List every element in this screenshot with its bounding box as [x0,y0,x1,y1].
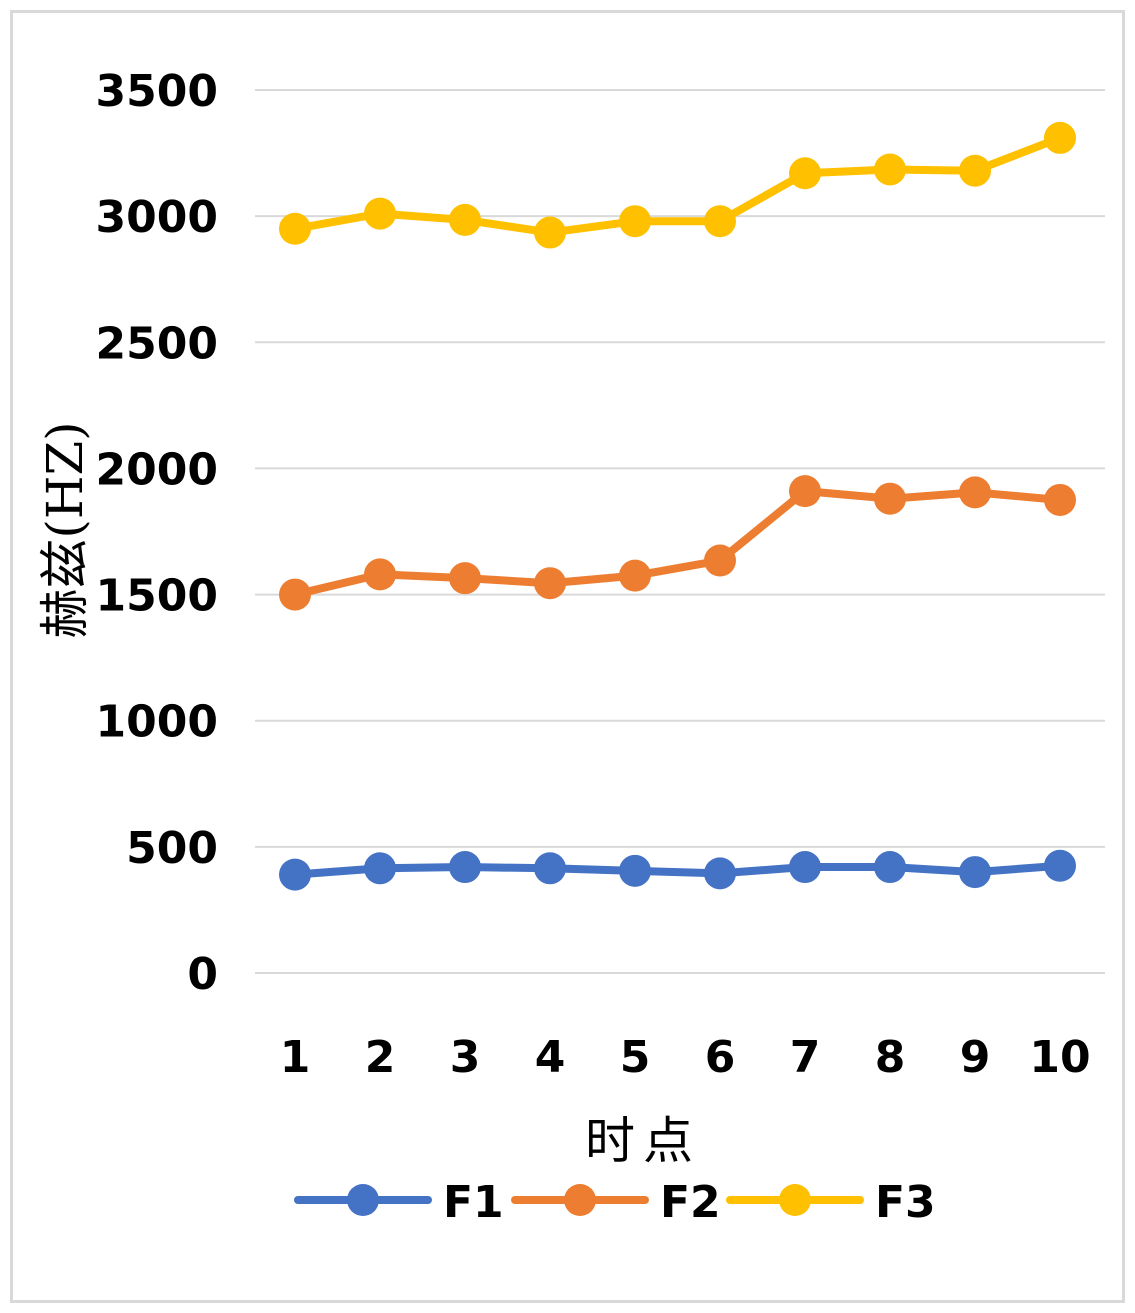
legend-marker [779,1184,811,1216]
y-tick-label: 2500 [96,318,218,369]
y-tick-label: 0 [187,949,218,1000]
data-point [449,203,481,236]
y-tick-label: 3000 [96,192,218,243]
data-point [959,476,991,509]
y-tick-label: 500 [126,823,218,874]
data-point [874,482,906,515]
legend-label: F3 [875,1177,936,1228]
y-tick-labels: 0 500 1000 1500 2000 2500 3000 3500 [96,66,218,1000]
data-point [279,578,311,611]
data-point [704,205,736,238]
series-f3 [279,121,1076,249]
data-point [279,858,311,891]
x-tick-label: 6 [705,1032,736,1083]
y-tick-label: 1000 [96,697,218,748]
series-line [291,861,1064,879]
series-f1 [279,849,1076,891]
data-point [619,205,651,238]
data-point [534,216,566,249]
data-point [789,157,821,190]
legend-item-f3: F3 [726,1177,936,1228]
series-f2 [279,475,1076,611]
data-point [1044,121,1076,154]
data-point [874,153,906,186]
data-point [874,851,906,884]
legend-marker [347,1184,379,1216]
data-point [789,475,821,508]
x-tick-label: 9 [960,1032,991,1083]
x-tick-label: 7 [790,1032,821,1083]
x-tick-label: 8 [875,1032,906,1083]
data-point [619,559,651,592]
data-point [364,197,396,230]
y-tick-label: 1500 [96,571,218,622]
series-layer [279,121,1076,891]
data-point [789,851,821,884]
x-tick-labels: 1 2 3 4 5 6 7 8 9 10 [280,1032,1091,1083]
legend-item-f1: F1 [294,1177,504,1228]
data-point [1044,483,1076,516]
y-tick-label: 2000 [96,444,218,495]
data-point [279,212,311,245]
data-point [1044,849,1076,882]
data-point [534,852,566,885]
data-point [364,852,396,885]
data-point [449,562,481,595]
x-tick-label: 10 [1029,1032,1090,1083]
series-line [291,133,1064,237]
legend: F1 F2 F3 [294,1177,936,1228]
data-point [619,854,651,887]
legend-marker [564,1184,596,1216]
data-point [364,558,396,591]
x-tick-label: 5 [620,1032,651,1083]
chart-frame [10,10,1125,1303]
x-tick-label: 4 [535,1032,566,1083]
legend-item-f2: F2 [511,1177,721,1228]
legend-label: F1 [443,1177,504,1228]
data-point [704,857,736,890]
data-point [959,154,991,187]
series-line [291,487,1064,599]
data-point [534,567,566,600]
gridlines [255,89,1105,974]
x-axis-label: 时点 [585,1112,701,1170]
x-tick-label: 3 [450,1032,481,1083]
legend-label: F2 [660,1177,721,1228]
y-tick-label: 3500 [96,66,218,117]
y-axis-label: 赫兹(HZ) [36,421,94,638]
x-tick-label: 2 [365,1032,396,1083]
data-point [704,544,736,577]
data-point [449,851,481,884]
data-point [959,856,991,889]
x-tick-label: 1 [280,1032,311,1083]
